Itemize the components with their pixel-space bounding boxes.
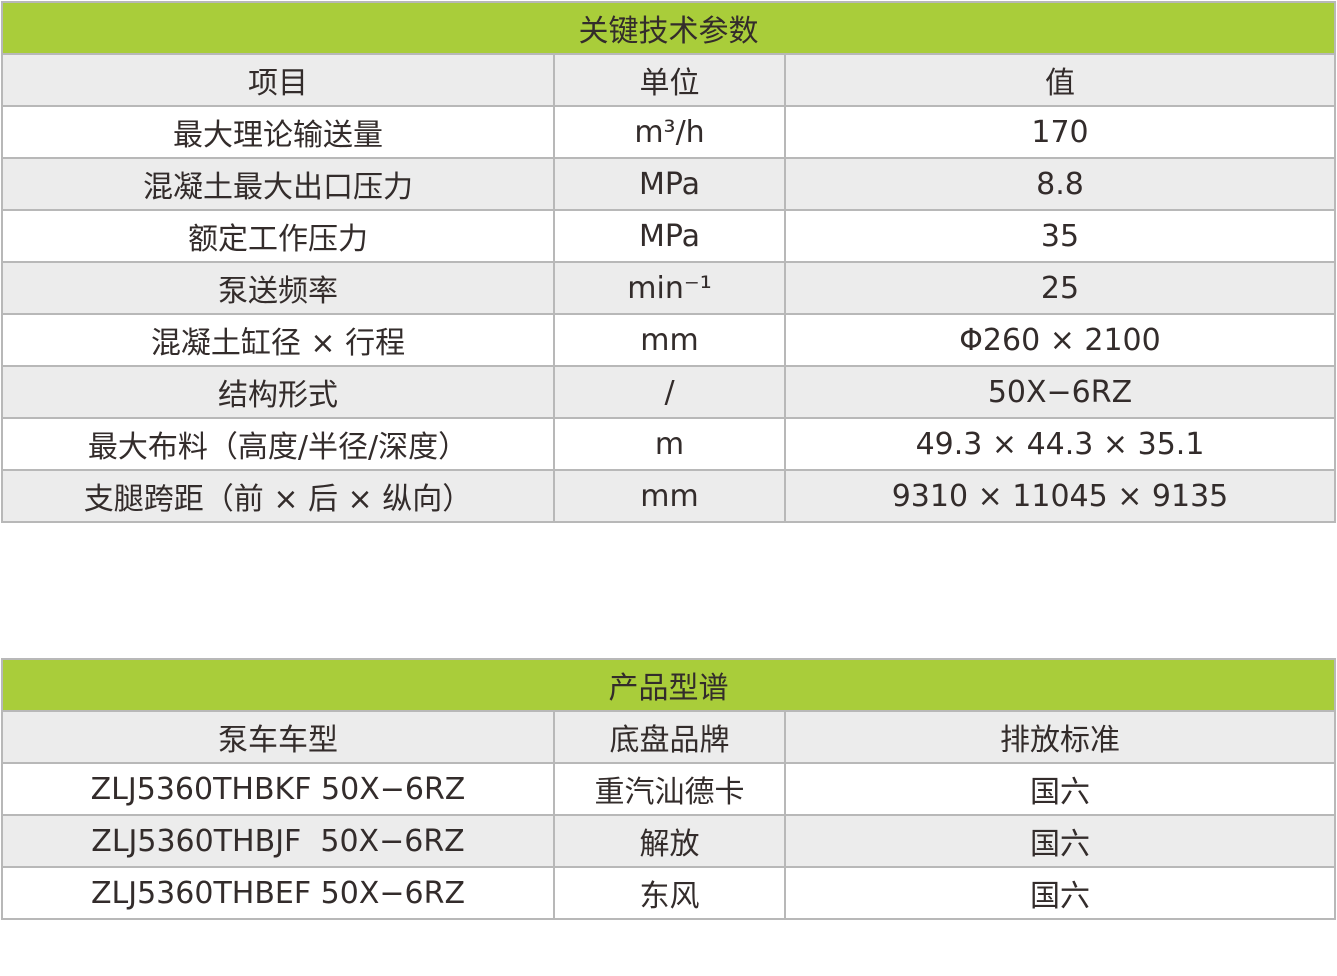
table-cell: 支腿跨距（前 × 后 × 纵向） — [1, 469, 555, 523]
table-cell: min⁻¹ — [553, 261, 786, 315]
table-cell: Φ260 × 2100 — [784, 313, 1336, 367]
product-models-table: 产品型谱 泵车车型 底盘品牌 排放标准 ZLJ5360THBKF 50X−6RZ… — [1, 658, 1336, 920]
table-cell: 50X−6RZ — [784, 365, 1336, 419]
table-cell: 泵送频率 — [1, 261, 555, 315]
table-cell: 9310 × 11045 × 9135 — [784, 469, 1336, 523]
table-cell: 国六 — [784, 866, 1336, 920]
table-cell: 35 — [784, 209, 1336, 263]
table-cell: 国六 — [784, 762, 1336, 816]
table-cell: mm — [553, 313, 786, 367]
table-row: 最大理论输送量 m³/h 170 — [1, 105, 1336, 159]
table-cell: 49.3 × 44.3 × 35.1 — [784, 417, 1336, 471]
table-row: 支腿跨距（前 × 后 × 纵向） mm 9310 × 11045 × 9135 — [1, 469, 1336, 523]
table-row: 混凝土最大出口压力 MPa 8.8 — [1, 157, 1336, 211]
col-header-item: 项目 — [1, 53, 555, 107]
table-cell: 170 — [784, 105, 1336, 159]
table-cell: 结构形式 — [1, 365, 555, 419]
table-cell: m³/h — [553, 105, 786, 159]
table-cell: m — [553, 417, 786, 471]
col-header-unit: 单位 — [553, 53, 786, 107]
col-header-chassis: 底盘品牌 — [553, 710, 786, 764]
models-title: 产品型谱 — [1, 658, 1336, 712]
specs-title: 关键技术参数 — [1, 1, 1336, 55]
table-row: ZLJ5360THBJF 50X−6RZ 解放 国六 — [1, 814, 1336, 868]
table-row: ZLJ5360THBKF 50X−6RZ 重汽汕德卡 国六 — [1, 762, 1336, 816]
table-cell: 最大布料（高度/半径/深度） — [1, 417, 555, 471]
table-cell: 东风 — [553, 866, 786, 920]
col-header-model: 泵车车型 — [1, 710, 555, 764]
table-row: 泵送频率 min⁻¹ 25 — [1, 261, 1336, 315]
table-cell: 混凝土最大出口压力 — [1, 157, 555, 211]
table-cell: 额定工作压力 — [1, 209, 555, 263]
table-cell: mm — [553, 469, 786, 523]
table-row: 结构形式/50X−6RZ — [1, 365, 1336, 419]
table-cell: ZLJ5360THBJF 50X−6RZ — [1, 814, 555, 868]
col-header-emission: 排放标准 — [784, 710, 1336, 764]
table-row: ZLJ5360THBEF 50X−6RZ 东风 国六 — [1, 866, 1336, 920]
table-cell: 重汽汕德卡 — [553, 762, 786, 816]
table-row: 额定工作压力 MPa 35 — [1, 209, 1336, 263]
table-row: 混凝土缸径 × 行程 mm Φ260 × 2100 — [1, 313, 1336, 367]
table-cell: 25 — [784, 261, 1336, 315]
table-cell: / — [553, 365, 786, 419]
table-cell: MPa — [553, 157, 786, 211]
table-row: 最大布料（高度/半径/深度） m 49.3 × 44.3 × 35.1 — [1, 417, 1336, 471]
table-cell: ZLJ5360THBEF 50X−6RZ — [1, 866, 555, 920]
table-cell: MPa — [553, 209, 786, 263]
table-cell: ZLJ5360THBKF 50X−6RZ — [1, 762, 555, 816]
col-header-value: 值 — [784, 53, 1336, 107]
table-cell: 解放 — [553, 814, 786, 868]
table-cell: 8.8 — [784, 157, 1336, 211]
table-cell: 混凝土缸径 × 行程 — [1, 313, 555, 367]
table-cell: 最大理论输送量 — [1, 105, 555, 159]
key-specs-table: 关键技术参数 项目 单位 值 最大理论输送量 m³/h 170 混凝土最大出口压力 MP… — [1, 1, 1336, 523]
table-cell: 国六 — [784, 814, 1336, 868]
